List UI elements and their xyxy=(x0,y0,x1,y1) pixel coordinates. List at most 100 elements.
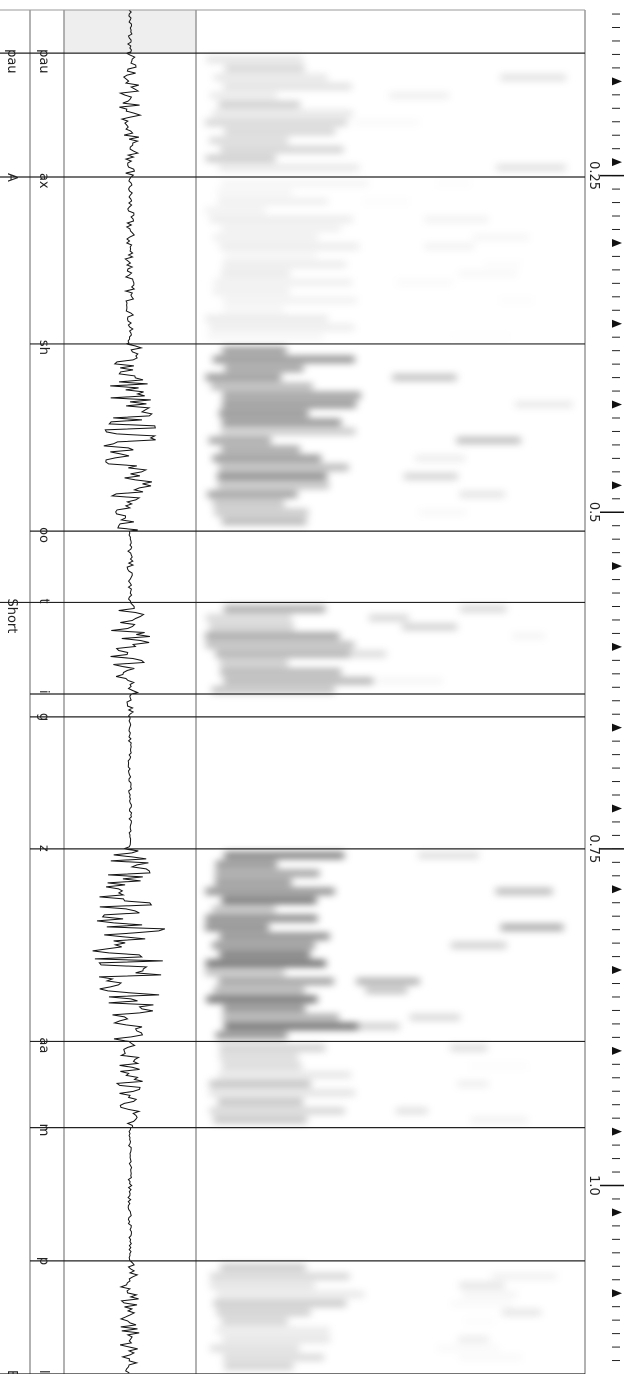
formant-band xyxy=(222,898,317,903)
formant-band xyxy=(206,642,354,647)
formant-band xyxy=(220,660,288,665)
formant-band xyxy=(222,348,286,353)
formant-band xyxy=(207,57,304,62)
formant-band xyxy=(224,1364,293,1369)
formant-band xyxy=(222,402,356,407)
formant-band xyxy=(419,510,467,515)
formant-band xyxy=(212,943,315,948)
formant-band xyxy=(473,235,530,240)
phone-label: t xyxy=(36,598,51,603)
formant-band xyxy=(363,199,410,204)
word-label: Short xyxy=(4,598,19,633)
formant-band xyxy=(217,190,292,195)
time-tick-label: 0.75 xyxy=(586,834,601,863)
formant-band xyxy=(221,447,300,452)
formant-band xyxy=(451,1301,513,1306)
formant-band xyxy=(223,1015,339,1020)
formant-band xyxy=(218,1099,303,1104)
formant-band xyxy=(205,889,334,894)
formant-band xyxy=(210,1108,345,1113)
formant-band xyxy=(223,262,347,267)
formant-band xyxy=(205,970,284,975)
formant-band xyxy=(212,907,275,912)
phone-label: i xyxy=(36,690,51,694)
formant-band xyxy=(220,244,360,249)
formant-band xyxy=(496,889,553,894)
formant-band xyxy=(214,988,305,993)
formant-band xyxy=(223,1006,305,1011)
formant-band xyxy=(515,402,573,407)
formant-band xyxy=(218,483,329,488)
phone-label: oo xyxy=(36,527,51,543)
word-label: pau xyxy=(4,49,19,73)
formant-band xyxy=(206,961,326,966)
formant-band xyxy=(415,456,465,461)
formant-band xyxy=(213,357,355,362)
formant-band xyxy=(205,120,347,125)
formant-band xyxy=(209,438,271,443)
formant-band xyxy=(223,307,283,312)
formant-band xyxy=(207,334,323,339)
formant-band xyxy=(396,1108,428,1113)
phone-label: ax xyxy=(36,173,51,189)
formant-band xyxy=(460,606,506,611)
formant-band xyxy=(219,465,348,470)
formant-band xyxy=(218,979,333,984)
formant-band xyxy=(205,925,269,930)
formant-band xyxy=(211,384,312,389)
formant-band xyxy=(207,492,297,497)
formant-band xyxy=(221,429,356,434)
formant-band xyxy=(224,853,344,858)
formant-band xyxy=(213,235,318,240)
formant-band xyxy=(221,1319,287,1324)
time-tick-label: 1.0 xyxy=(586,1175,601,1196)
formant-band xyxy=(223,1355,324,1360)
formant-band xyxy=(404,474,458,479)
formant-band xyxy=(206,156,276,161)
word-label: Example xyxy=(4,1370,19,1374)
formant-band xyxy=(220,147,343,152)
formant-band xyxy=(471,1117,528,1122)
formant-band xyxy=(220,934,330,939)
formant-band xyxy=(220,952,311,957)
formant-band xyxy=(215,510,309,515)
formant-band xyxy=(457,438,521,443)
formant-band xyxy=(224,606,326,611)
formant-band xyxy=(210,1346,299,1351)
time-tick-label: 0.5 xyxy=(586,502,601,523)
formant-band xyxy=(224,678,374,683)
formant-band xyxy=(222,1337,330,1342)
formant-band xyxy=(458,1337,489,1342)
formant-band xyxy=(354,120,420,125)
formant-band xyxy=(220,1045,326,1050)
formant-band xyxy=(206,615,292,620)
phone-label: p xyxy=(36,1257,51,1265)
formant-band xyxy=(215,871,319,876)
formant-band xyxy=(213,1117,306,1122)
formant-band xyxy=(219,411,308,416)
formant-band xyxy=(392,375,456,380)
formant-band xyxy=(209,138,288,143)
formant-band xyxy=(210,1081,311,1086)
formant-band xyxy=(216,1328,329,1333)
formant-band xyxy=(212,111,352,116)
formant-band xyxy=(209,325,354,330)
formant-band xyxy=(500,75,566,80)
formant-band xyxy=(217,1310,311,1315)
formant-band xyxy=(369,615,409,620)
phone-label: z xyxy=(36,845,51,852)
phone-label: aa xyxy=(36,1037,51,1053)
formant-band xyxy=(396,280,453,285)
formant-band xyxy=(212,687,335,692)
formant-band xyxy=(216,1033,287,1038)
formant-band xyxy=(451,943,507,948)
formant-band xyxy=(424,244,473,249)
formant-band xyxy=(223,393,361,398)
formant-band xyxy=(222,519,307,524)
formant-band xyxy=(225,66,305,71)
formant-band xyxy=(220,1265,306,1270)
formant-band xyxy=(224,1024,358,1029)
formant-band xyxy=(215,651,350,656)
formant-band xyxy=(437,1346,500,1351)
formant-band xyxy=(216,1292,364,1297)
